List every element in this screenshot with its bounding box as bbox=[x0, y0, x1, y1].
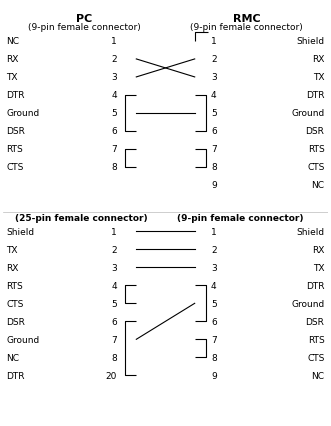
Text: 6: 6 bbox=[111, 127, 117, 136]
Text: 6: 6 bbox=[211, 127, 217, 136]
Text: Shield: Shield bbox=[296, 227, 324, 236]
Text: PC: PC bbox=[76, 14, 93, 24]
Text: RX: RX bbox=[312, 245, 324, 254]
Text: 8: 8 bbox=[111, 163, 117, 172]
Text: 4: 4 bbox=[211, 281, 216, 290]
Text: Ground: Ground bbox=[7, 109, 40, 118]
Text: RMC: RMC bbox=[233, 14, 260, 24]
Text: (9-pin female connector): (9-pin female connector) bbox=[177, 213, 303, 222]
Text: 9: 9 bbox=[211, 181, 217, 190]
Text: 3: 3 bbox=[211, 263, 217, 272]
Text: DSR: DSR bbox=[7, 317, 25, 326]
Text: TX: TX bbox=[313, 73, 324, 82]
Text: 8: 8 bbox=[111, 353, 117, 362]
Text: 5: 5 bbox=[211, 109, 217, 118]
Text: TX: TX bbox=[7, 73, 18, 82]
Text: 1: 1 bbox=[211, 227, 217, 236]
Text: (25-pin female connector): (25-pin female connector) bbox=[15, 213, 148, 222]
Text: 6: 6 bbox=[211, 317, 217, 326]
Text: NC: NC bbox=[311, 181, 324, 190]
Text: RX: RX bbox=[7, 55, 19, 64]
Text: 4: 4 bbox=[211, 91, 216, 100]
Text: 1: 1 bbox=[111, 37, 117, 46]
Text: 7: 7 bbox=[211, 145, 217, 154]
Text: CTS: CTS bbox=[307, 163, 324, 172]
Text: DTR: DTR bbox=[7, 371, 25, 380]
Text: NC: NC bbox=[7, 353, 20, 362]
Text: 7: 7 bbox=[111, 335, 117, 344]
Text: 5: 5 bbox=[111, 299, 117, 308]
Text: 7: 7 bbox=[211, 335, 217, 344]
Text: 8: 8 bbox=[211, 353, 217, 362]
Text: 4: 4 bbox=[111, 91, 117, 100]
Text: 3: 3 bbox=[111, 263, 117, 272]
Text: Ground: Ground bbox=[7, 335, 40, 344]
Text: DSR: DSR bbox=[306, 317, 324, 326]
Text: 2: 2 bbox=[111, 245, 117, 254]
Text: CTS: CTS bbox=[7, 163, 24, 172]
Text: TX: TX bbox=[313, 263, 324, 272]
Text: DSR: DSR bbox=[306, 127, 324, 136]
Text: RTS: RTS bbox=[7, 281, 23, 290]
Text: 2: 2 bbox=[111, 55, 117, 64]
Text: NC: NC bbox=[311, 371, 324, 380]
Text: 5: 5 bbox=[211, 299, 217, 308]
Text: DSR: DSR bbox=[7, 127, 25, 136]
Text: 2: 2 bbox=[211, 55, 216, 64]
Text: RX: RX bbox=[7, 263, 19, 272]
Text: DTR: DTR bbox=[306, 91, 324, 100]
Text: NC: NC bbox=[7, 37, 20, 46]
Text: Shield: Shield bbox=[7, 227, 35, 236]
Text: 1: 1 bbox=[111, 227, 117, 236]
Text: 3: 3 bbox=[211, 73, 217, 82]
Text: 4: 4 bbox=[111, 281, 117, 290]
Text: (9-pin female connector): (9-pin female connector) bbox=[28, 23, 141, 32]
Text: 9: 9 bbox=[211, 371, 217, 380]
Text: 7: 7 bbox=[111, 145, 117, 154]
Text: CTS: CTS bbox=[7, 299, 24, 308]
Text: RTS: RTS bbox=[7, 145, 23, 154]
Text: Ground: Ground bbox=[291, 299, 324, 308]
Text: 6: 6 bbox=[111, 317, 117, 326]
Text: 1: 1 bbox=[211, 37, 217, 46]
Text: 8: 8 bbox=[211, 163, 217, 172]
Text: RTS: RTS bbox=[308, 335, 324, 344]
Text: DTR: DTR bbox=[7, 91, 25, 100]
Text: (9-pin female connector): (9-pin female connector) bbox=[190, 23, 303, 32]
Text: RTS: RTS bbox=[308, 145, 324, 154]
Text: RX: RX bbox=[312, 55, 324, 64]
Text: CTS: CTS bbox=[307, 353, 324, 362]
Text: 3: 3 bbox=[111, 73, 117, 82]
Text: 2: 2 bbox=[211, 245, 216, 254]
Text: 5: 5 bbox=[111, 109, 117, 118]
Text: Ground: Ground bbox=[291, 109, 324, 118]
Text: 20: 20 bbox=[106, 371, 117, 380]
Text: Shield: Shield bbox=[296, 37, 324, 46]
Text: TX: TX bbox=[7, 245, 18, 254]
Text: DTR: DTR bbox=[306, 281, 324, 290]
